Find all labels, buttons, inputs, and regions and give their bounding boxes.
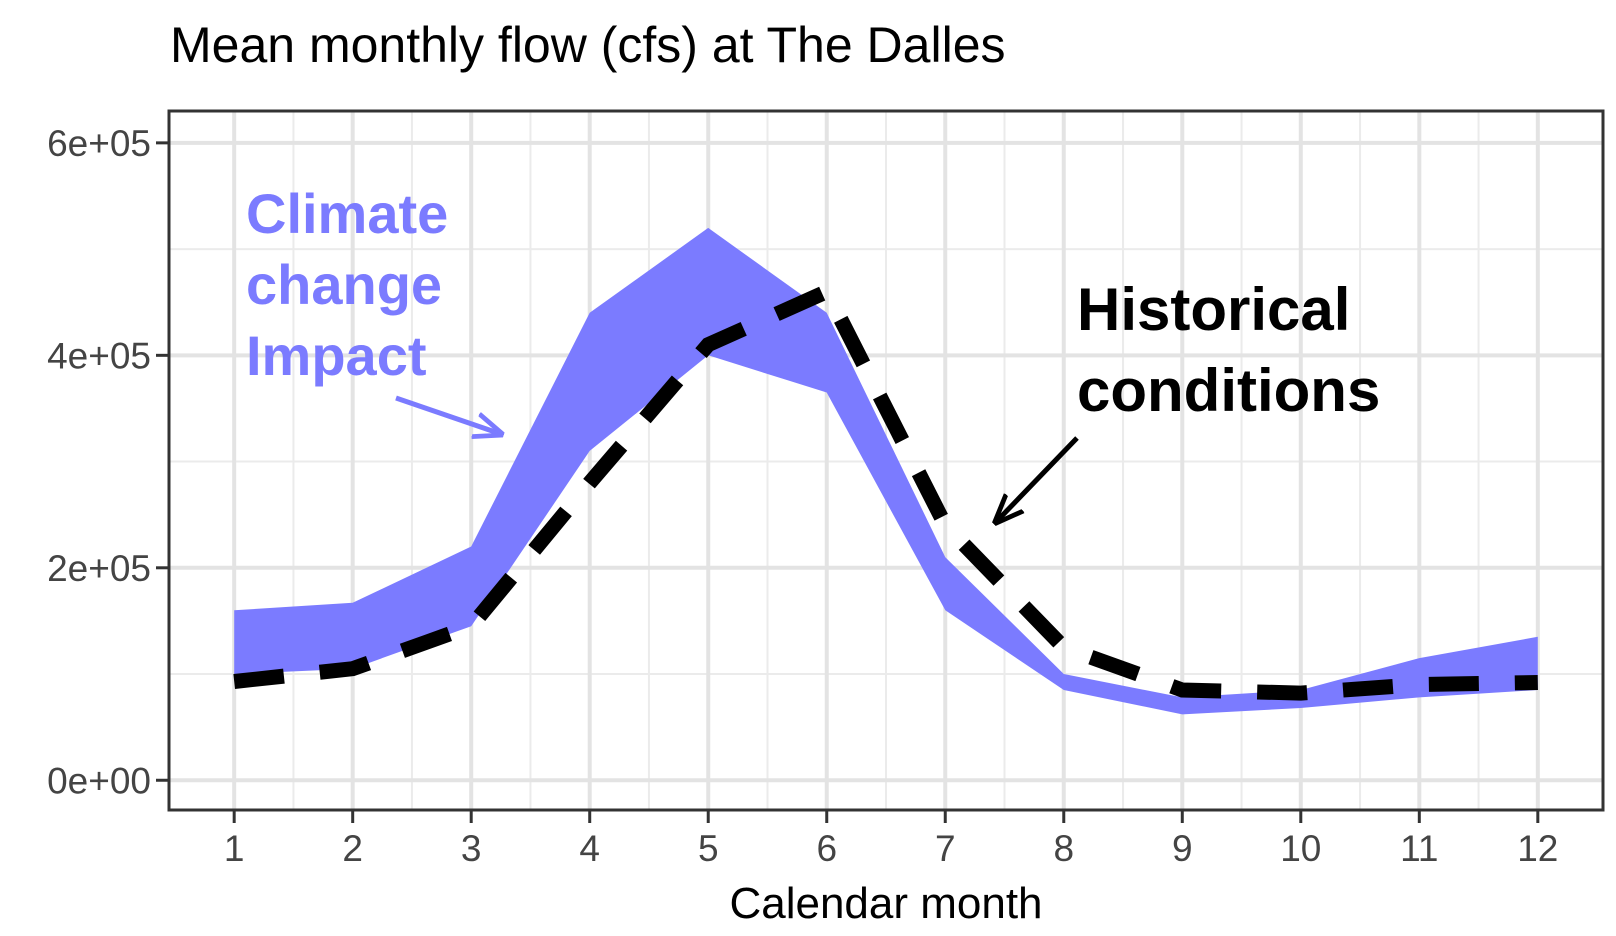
historical-line: [233, 281, 1538, 701]
y-tick-label: 2e+05: [47, 548, 151, 589]
x-tick-label: 4: [579, 828, 600, 869]
plot-panel-border: [167, 109, 1605, 812]
x-tick-label: 3: [461, 828, 482, 869]
historical-arrow: [996, 436, 1079, 522]
x-tick-label: 9: [1172, 828, 1193, 869]
y-tick-label: 4e+05: [47, 335, 151, 376]
x-tick-label: 5: [698, 828, 719, 869]
x-tick-label: 6: [816, 828, 837, 869]
historical-annotation-line-2: conditions: [1077, 357, 1380, 424]
x-tick-label: 12: [1517, 828, 1558, 869]
x-tick-label: 7: [935, 828, 956, 869]
climate-annotation-line-1: Climate: [246, 182, 448, 245]
climate-impact-band: [234, 227, 1538, 715]
climate-annotation-line-2: change: [246, 253, 442, 316]
historical-annotation: Historical conditions: [996, 276, 1380, 522]
gridlines: [169, 111, 1603, 810]
climate-change-annotation: Climate change Impact: [246, 182, 501, 434]
x-tick-label: 2: [342, 828, 363, 869]
x-tick-label: 10: [1280, 828, 1321, 869]
y-axis: 0e+00 2e+05 4e+05 6e+05: [47, 123, 169, 801]
x-axis: 1 2 3 4 5 6 7 8 9 10 11 12: [224, 810, 1558, 869]
x-axis-title: Calendar month: [729, 879, 1042, 928]
historical-annotation-line-1: Historical: [1077, 276, 1350, 343]
y-tick-label: 6e+05: [47, 123, 151, 164]
x-tick-label: 1: [224, 828, 245, 869]
climate-impact-ribbon: [234, 227, 1538, 715]
x-tick-label: 8: [1053, 828, 1074, 869]
climate-annotation-line-3: Impact: [246, 324, 427, 387]
x-tick-label: 11: [1400, 828, 1438, 869]
chart-title: Mean monthly flow (cfs) at The Dalles: [170, 17, 1006, 73]
climate-arrow: [395, 395, 501, 434]
y-tick-label: 0e+00: [47, 760, 151, 801]
historical-dashed-line: [233, 281, 1538, 701]
